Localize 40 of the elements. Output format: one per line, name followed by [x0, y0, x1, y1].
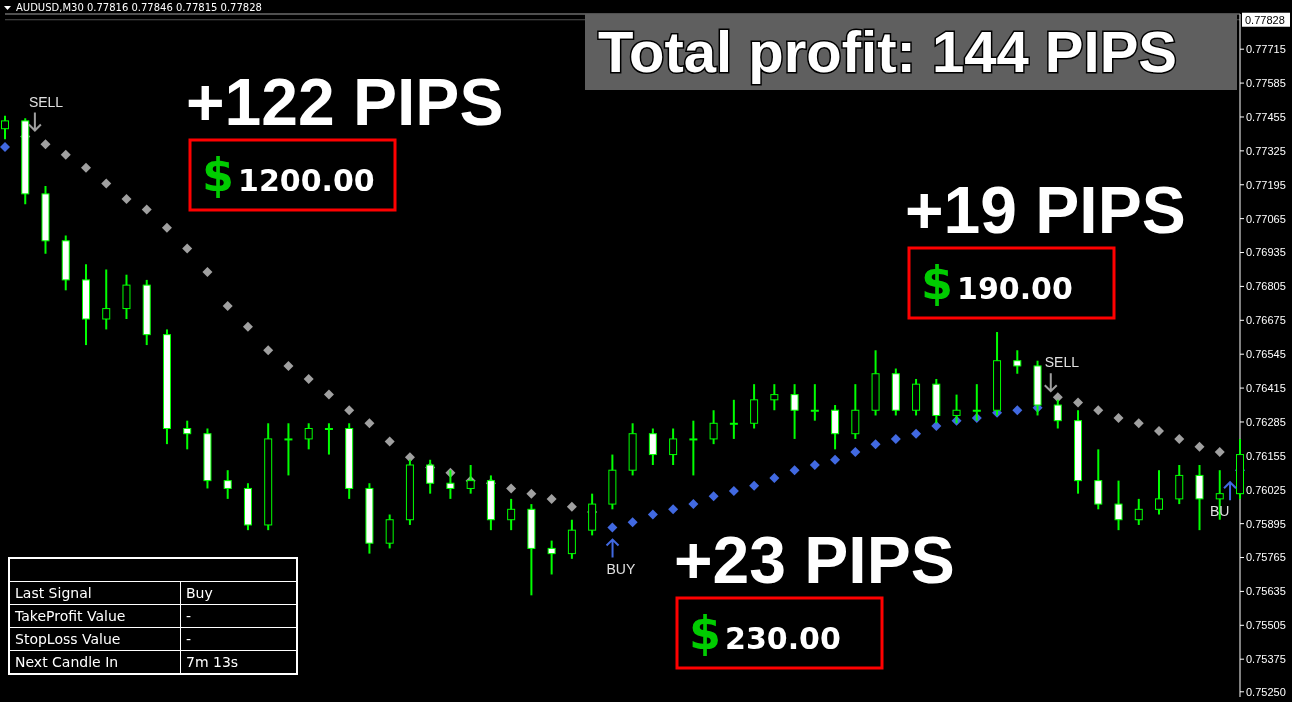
y-tick-label: 0.75250 — [1246, 685, 1286, 698]
y-tick-label: 0.76935 — [1246, 246, 1286, 259]
annotation: $1200.00 — [202, 148, 375, 202]
y-tick-label: 0.76155 — [1246, 449, 1286, 462]
chart-title: AUDUSD,M30 0.77816 0.77846 0.77815 0.77828 — [16, 2, 262, 13]
y-tick-label: 0.75635 — [1246, 585, 1286, 598]
y-tick-label: 0.77195 — [1246, 178, 1286, 191]
annotation: $230.00 — [689, 606, 841, 660]
annotation: $190.00 — [921, 256, 1073, 310]
y-tick-label: 0.75375 — [1246, 653, 1286, 666]
y-tick-label: 0.76805 — [1246, 280, 1286, 293]
y-tick-label: 0.77455 — [1246, 110, 1286, 123]
annotation: Next Candle In — [9, 650, 181, 674]
annotation: +23 PIPS — [674, 523, 955, 597]
annotation: Last Signal — [9, 581, 181, 605]
annotation: SELL — [28, 93, 64, 110]
annotation: BUY — [606, 560, 636, 577]
y-tick-label: 0.77585 — [1246, 76, 1286, 89]
annotation: +122 PIPS — [186, 65, 504, 139]
y-tick-label: 0.77715 — [1246, 43, 1286, 56]
ref-line-label: 0.77828 — [1245, 13, 1285, 26]
y-tick-label: 0.76415 — [1246, 381, 1286, 394]
y-tick-label: 0.76025 — [1246, 483, 1286, 496]
annotation: - — [180, 627, 297, 651]
annotation: +19 PIPS — [905, 173, 1186, 247]
y-tick-label: 0.77325 — [1246, 144, 1286, 157]
y-tick-label: 0.76545 — [1246, 348, 1286, 361]
annotation: Total profit: 144 PIPS — [598, 19, 1178, 84]
annotation: SELL — [1044, 354, 1080, 371]
y-tick-label: 0.76285 — [1246, 415, 1286, 428]
annotation: StopLoss Value — [9, 627, 181, 651]
y-tick-label: 0.76675 — [1246, 314, 1286, 327]
y-tick-label: 0.75765 — [1246, 551, 1286, 564]
annotation: TakeProfit Value — [9, 604, 181, 628]
annotation: - — [180, 604, 297, 628]
y-tick-label: 0.77065 — [1246, 212, 1286, 225]
y-tick-label: 0.75505 — [1246, 619, 1286, 632]
annotation: Buy — [180, 581, 297, 605]
y-tick-label: 0.75895 — [1246, 517, 1286, 530]
annotation: 7m 13s — [180, 650, 297, 674]
